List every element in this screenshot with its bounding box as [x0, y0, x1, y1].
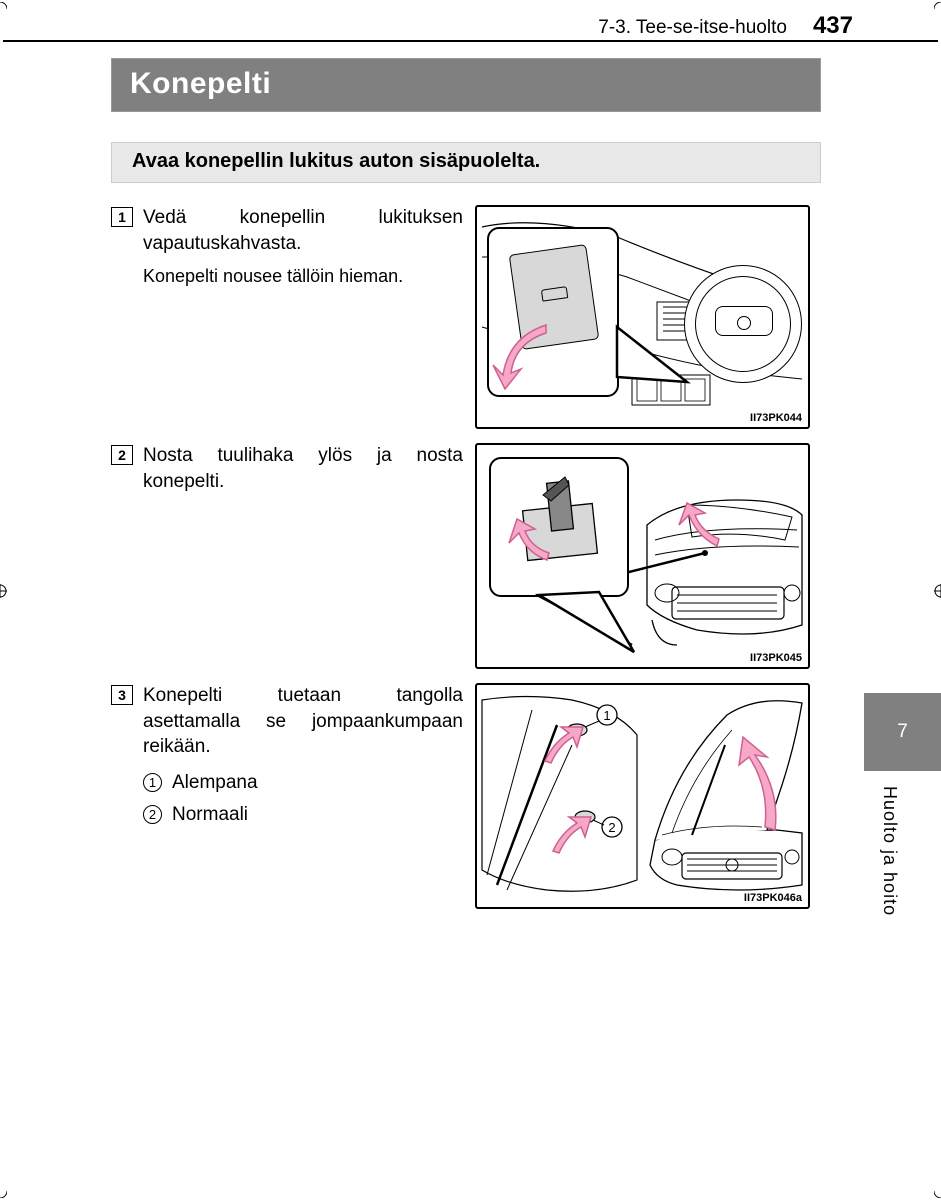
figure-code: II73PK045: [750, 652, 802, 664]
page-number: 437: [813, 12, 853, 40]
step-main-text: Vedä konepellin lukituksen vapautuskahva…: [143, 205, 463, 256]
sub-label: Normaali: [172, 802, 248, 828]
page-subtitle: Avaa konepellin lukitus auton sisäpuolel…: [111, 142, 821, 183]
arrow-icon: [547, 813, 597, 858]
crop-mark: [934, 584, 941, 598]
circle-number: 1: [143, 773, 162, 792]
page-title: Konepelti: [111, 58, 821, 112]
hood-icon: [541, 286, 568, 302]
figure-code: II73PK044: [750, 412, 802, 424]
sub-item-1: 1 Alempana: [143, 770, 463, 796]
step-number: 3: [111, 685, 133, 705]
step-1: 1 Vedä konepellin lukituksen vapautuskah…: [111, 205, 821, 429]
crop-mark: [0, 1184, 7, 1198]
chapter-label: Huolto ja hoito: [879, 786, 900, 916]
sub-item-2: 2 Normaali: [143, 802, 463, 828]
figure-2: II73PK045: [475, 443, 810, 669]
figure-3: 1 2 II73PK046a: [475, 683, 810, 909]
step-number: 1: [111, 207, 133, 227]
chapter-tab: 7: [864, 693, 941, 771]
step-note-text: Konepelti nousee tällöin hieman.: [143, 264, 463, 288]
crop-mark: [0, 584, 7, 598]
arrow-icon: [725, 735, 805, 845]
step-3: 3 Konepelti tuetaan tangolla asettamalla…: [111, 683, 821, 909]
chapter-number: 7: [897, 721, 908, 743]
circle-number: 2: [143, 805, 162, 824]
figure-code: II73PK046a: [744, 892, 802, 904]
arrow-icon: [505, 515, 565, 575]
sub-label: Alempana: [172, 770, 258, 796]
svg-text:1: 1: [603, 708, 610, 723]
arrow-icon: [539, 723, 589, 768]
arrow-icon: [491, 317, 571, 397]
step-main-text: Nosta tuulihaka ylös ja nosta konepelti.: [143, 443, 463, 494]
section-code: 7-3. Tee-se-itse-huolto: [598, 17, 787, 39]
header-rule: [3, 40, 938, 42]
figure-1: II73PK044: [475, 205, 810, 429]
svg-text:2: 2: [608, 820, 615, 835]
step-number: 2: [111, 445, 133, 465]
step-main-text: Konepelti tuetaan tangolla asettamalla s…: [143, 683, 463, 760]
step-2: 2 Nosta tuulihaka ylös ja nosta konepelt…: [111, 443, 821, 669]
page-header: 7-3. Tee-se-itse-huolto 437: [0, 12, 941, 40]
crop-mark: [934, 1184, 941, 1198]
arrow-icon: [675, 501, 735, 556]
